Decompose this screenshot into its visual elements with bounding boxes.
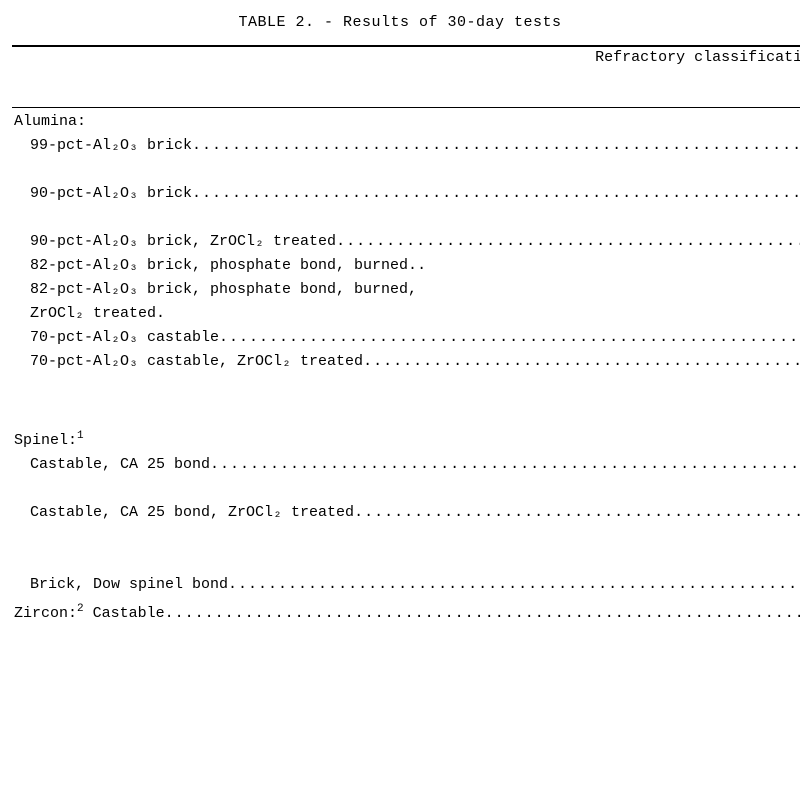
table-row: 82-pct-Al₂O₃ brick, phosphate bond, burn… <box>12 254 800 278</box>
leader-dots <box>192 137 800 154</box>
table-row: 90-pct-Al₂O₃ brick, ZrOCl₂ treatedMajor.… <box>12 230 800 254</box>
refractory-cell: Zircon:2 Castable <box>12 597 800 626</box>
leader-dots <box>354 504 800 521</box>
leader-dots <box>165 605 800 622</box>
refractory-label: Castable, CA 25 bond, ZrOCl₂ treated <box>30 501 354 525</box>
refractory-label: 70-pct-Al₂O₃ castable <box>30 326 219 350</box>
table-body: Alumina:99-pct-Al₂O₃ brickNone..1None..1… <box>12 108 800 627</box>
refractory-cell: 82-pct-Al₂O₃ brick, phosphate bond, burn… <box>12 278 800 302</box>
hdr-classification: Refractory classification <box>12 46 800 108</box>
refractory-cell <box>12 374 800 398</box>
group-row: Alumina: <box>12 108 800 135</box>
table-row: Major.2Major.1 <box>12 525 800 549</box>
table-row: 99-pct-Al₂O₃ brickNone..1None..1 <box>12 134 800 158</box>
refractory-label: ZrOCl₂ treated. <box>30 302 165 326</box>
refractory-cell <box>12 398 800 422</box>
leader-dots <box>210 456 800 473</box>
refractory-cell: Castable, CA 25 bond, ZrOCl₂ treated <box>12 501 800 525</box>
refractory-cell: 99-pct-Al₂O₃ brick <box>12 134 800 158</box>
group-label: Alumina: <box>12 108 800 135</box>
refractory-label: 82-pct-Al₂O₃ brick, phosphate bond, burn… <box>30 278 417 302</box>
refractory-label: 82-pct-Al₂O₃ brick, phosphate bond, burn… <box>30 254 426 278</box>
table-row: Major.3Major.1 <box>12 477 800 501</box>
results-table: Refractory classification Corundum forma… <box>12 45 800 626</box>
refractory-cell <box>12 549 800 573</box>
table-row: 70-pct-Al₂O₃ castable..do..4..do..4 <box>12 326 800 350</box>
table-row: 82-pct-Al₂O₃ brick, phosphate bond, burn… <box>12 278 800 302</box>
leader-dots <box>228 576 800 593</box>
table-row: Minor.3Minor.5 <box>12 374 800 398</box>
group-label: Spinel:1 <box>12 422 800 453</box>
leader-dots <box>336 233 800 250</box>
refractory-cell: 90-pct-Al₂O₃ brick, ZrOCl₂ treated <box>12 230 800 254</box>
refractory-cell <box>12 206 800 230</box>
refractory-cell <box>12 477 800 501</box>
table-row: Castable, CA 25 bond, ZrOCl₂ treatedNone… <box>12 501 800 525</box>
table-row: Zircon:2 CastableNone..1None..1 <box>12 597 800 626</box>
table-row: Minor.1..do..1 <box>12 206 800 230</box>
leader-dots <box>192 185 800 202</box>
table-row: Brick, Dow spinel bondNone..3None..3 <box>12 573 800 597</box>
table-row: 90-pct-Al₂O₃ brickMajor.2Major.1 <box>12 182 800 206</box>
refractory-label: Brick, Dow spinel bond <box>30 573 228 597</box>
table-row: Castable, CA 25 bondNone..1None..1 <box>12 453 800 477</box>
refractory-cell: 70-pct-Al₂O₃ castable, ZrOCl₂ treated <box>12 350 800 374</box>
refractory-cell: 70-pct-Al₂O₃ castable <box>12 326 800 350</box>
leader-dots <box>219 329 800 346</box>
refractory-label: 70-pct-Al₂O₃ castable, ZrOCl₂ treated <box>30 350 363 374</box>
refractory-cell: Castable, CA 25 bond <box>12 453 800 477</box>
group-row: Spinel:1 <box>12 422 800 453</box>
refractory-cell <box>12 158 800 182</box>
table-row: Minor.1 <box>12 549 800 573</box>
refractory-label: 90-pct-Al₂O₃ brick, ZrOCl₂ treated <box>30 230 336 254</box>
refractory-cell: 82-pct-Al₂O₃ brick, phosphate bond, burn… <box>12 254 800 278</box>
refractory-label: 90-pct-Al₂O₃ brick <box>30 182 192 206</box>
table-row: 70-pct-Al₂O₃ castable, ZrOCl₂ treatedNon… <box>12 350 800 374</box>
table-row: ZrOCl₂ treated. <box>12 302 800 326</box>
refractory-cell: ZrOCl₂ treated. <box>12 302 800 326</box>
table-row: Minor.1Minor.1 <box>12 158 800 182</box>
table-row: Major.1 <box>12 398 800 422</box>
refractory-label: Zircon:2 Castable <box>14 597 165 626</box>
refractory-cell <box>12 525 800 549</box>
leader-dots <box>363 353 800 370</box>
refractory-label: 99-pct-Al₂O₃ brick <box>30 134 192 158</box>
refractory-cell: Brick, Dow spinel bond <box>12 573 800 597</box>
table-title: TABLE 2. - Results of 30-day tests <box>12 14 788 31</box>
refractory-cell: 90-pct-Al₂O₃ brick <box>12 182 800 206</box>
refractory-label: Castable, CA 25 bond <box>30 453 210 477</box>
